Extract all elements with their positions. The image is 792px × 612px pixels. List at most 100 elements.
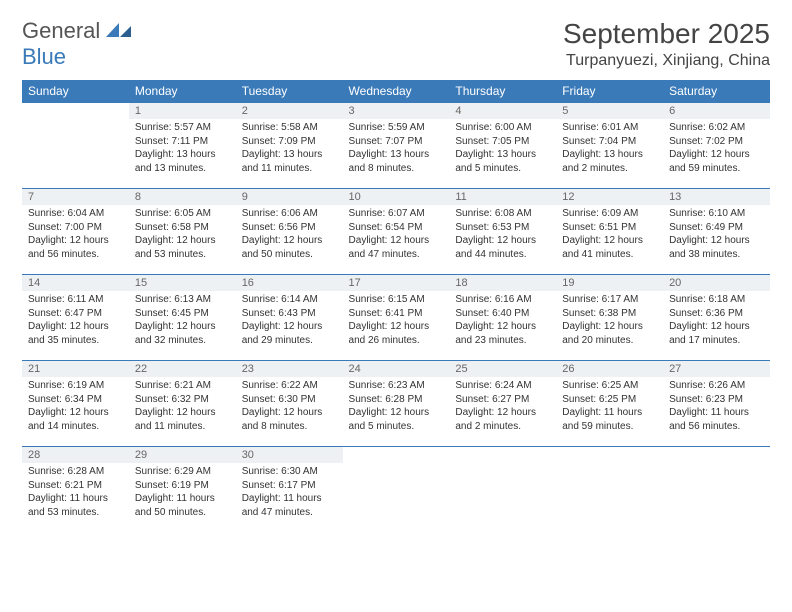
- day-number: 26: [556, 361, 663, 377]
- calendar-cell: 4Sunrise: 6:00 AMSunset: 7:05 PMDaylight…: [449, 103, 556, 189]
- calendar-cell: 2Sunrise: 5:58 AMSunset: 7:09 PMDaylight…: [236, 103, 343, 189]
- title-block: September 2025 Turpanyuezi, Xinjiang, Ch…: [563, 18, 770, 70]
- day-details: Sunrise: 6:07 AMSunset: 6:54 PMDaylight:…: [343, 205, 450, 265]
- day-number: 6: [663, 103, 770, 119]
- day-number: 24: [343, 361, 450, 377]
- calendar-cell: 30Sunrise: 6:30 AMSunset: 6:17 PMDayligh…: [236, 447, 343, 533]
- calendar-cell: 6Sunrise: 6:02 AMSunset: 7:02 PMDaylight…: [663, 103, 770, 189]
- calendar-week-row: 28Sunrise: 6:28 AMSunset: 6:21 PMDayligh…: [22, 447, 770, 533]
- day-details: Sunrise: 6:17 AMSunset: 6:38 PMDaylight:…: [556, 291, 663, 351]
- day-number: 22: [129, 361, 236, 377]
- logo-sail-icon: [106, 20, 132, 38]
- day-number: 21: [22, 361, 129, 377]
- day-details: Sunrise: 6:25 AMSunset: 6:25 PMDaylight:…: [556, 377, 663, 437]
- day-details: Sunrise: 6:23 AMSunset: 6:28 PMDaylight:…: [343, 377, 450, 437]
- day-details: Sunrise: 6:16 AMSunset: 6:40 PMDaylight:…: [449, 291, 556, 351]
- logo-line2: Blue: [22, 44, 66, 69]
- day-number: 14: [22, 275, 129, 291]
- calendar-cell: 27Sunrise: 6:26 AMSunset: 6:23 PMDayligh…: [663, 361, 770, 447]
- day-details: Sunrise: 5:58 AMSunset: 7:09 PMDaylight:…: [236, 119, 343, 179]
- day-details: Sunrise: 6:26 AMSunset: 6:23 PMDaylight:…: [663, 377, 770, 437]
- day-details: Sunrise: 6:06 AMSunset: 6:56 PMDaylight:…: [236, 205, 343, 265]
- day-details: Sunrise: 5:59 AMSunset: 7:07 PMDaylight:…: [343, 119, 450, 179]
- day-number: 16: [236, 275, 343, 291]
- calendar-cell: [663, 447, 770, 533]
- day-number: 12: [556, 189, 663, 205]
- day-number: 17: [343, 275, 450, 291]
- calendar-cell: 1Sunrise: 5:57 AMSunset: 7:11 PMDaylight…: [129, 103, 236, 189]
- calendar-week-row: 21Sunrise: 6:19 AMSunset: 6:34 PMDayligh…: [22, 361, 770, 447]
- day-details: Sunrise: 6:21 AMSunset: 6:32 PMDaylight:…: [129, 377, 236, 437]
- calendar-cell: 18Sunrise: 6:16 AMSunset: 6:40 PMDayligh…: [449, 275, 556, 361]
- day-number: 18: [449, 275, 556, 291]
- day-details: Sunrise: 6:11 AMSunset: 6:47 PMDaylight:…: [22, 291, 129, 351]
- day-details: Sunrise: 6:29 AMSunset: 6:19 PMDaylight:…: [129, 463, 236, 523]
- calendar-cell: [22, 103, 129, 189]
- day-number: 15: [129, 275, 236, 291]
- calendar-cell: 17Sunrise: 6:15 AMSunset: 6:41 PMDayligh…: [343, 275, 450, 361]
- day-number: 30: [236, 447, 343, 463]
- calendar-cell: 3Sunrise: 5:59 AMSunset: 7:07 PMDaylight…: [343, 103, 450, 189]
- calendar-cell: [449, 447, 556, 533]
- calendar-cell: 20Sunrise: 6:18 AMSunset: 6:36 PMDayligh…: [663, 275, 770, 361]
- calendar-cell: 19Sunrise: 6:17 AMSunset: 6:38 PMDayligh…: [556, 275, 663, 361]
- calendar-cell: 10Sunrise: 6:07 AMSunset: 6:54 PMDayligh…: [343, 189, 450, 275]
- calendar-cell: 28Sunrise: 6:28 AMSunset: 6:21 PMDayligh…: [22, 447, 129, 533]
- calendar-cell: 11Sunrise: 6:08 AMSunset: 6:53 PMDayligh…: [449, 189, 556, 275]
- calendar-week-row: 1Sunrise: 5:57 AMSunset: 7:11 PMDaylight…: [22, 103, 770, 189]
- day-details: Sunrise: 6:02 AMSunset: 7:02 PMDaylight:…: [663, 119, 770, 179]
- day-details: Sunrise: 6:08 AMSunset: 6:53 PMDaylight:…: [449, 205, 556, 265]
- day-number: 4: [449, 103, 556, 119]
- calendar-cell: 7Sunrise: 6:04 AMSunset: 7:00 PMDaylight…: [22, 189, 129, 275]
- calendar-cell: 16Sunrise: 6:14 AMSunset: 6:43 PMDayligh…: [236, 275, 343, 361]
- day-details: Sunrise: 6:10 AMSunset: 6:49 PMDaylight:…: [663, 205, 770, 265]
- calendar-cell: 29Sunrise: 6:29 AMSunset: 6:19 PMDayligh…: [129, 447, 236, 533]
- day-details: Sunrise: 6:05 AMSunset: 6:58 PMDaylight:…: [129, 205, 236, 265]
- day-number: 7: [22, 189, 129, 205]
- calendar-cell: 13Sunrise: 6:10 AMSunset: 6:49 PMDayligh…: [663, 189, 770, 275]
- calendar-cell: 26Sunrise: 6:25 AMSunset: 6:25 PMDayligh…: [556, 361, 663, 447]
- day-details: Sunrise: 6:00 AMSunset: 7:05 PMDaylight:…: [449, 119, 556, 179]
- calendar-cell: [556, 447, 663, 533]
- logo: General Blue: [22, 18, 132, 70]
- month-title: September 2025: [563, 18, 770, 50]
- day-number: 2: [236, 103, 343, 119]
- day-details: Sunrise: 6:19 AMSunset: 6:34 PMDaylight:…: [22, 377, 129, 437]
- day-details: Sunrise: 6:15 AMSunset: 6:41 PMDaylight:…: [343, 291, 450, 351]
- weekday-header: Sunday: [22, 80, 129, 103]
- header: General Blue September 2025 Turpanyuezi,…: [22, 18, 770, 70]
- day-details: Sunrise: 6:30 AMSunset: 6:17 PMDaylight:…: [236, 463, 343, 523]
- day-number: 1: [129, 103, 236, 119]
- calendar-cell: 9Sunrise: 6:06 AMSunset: 6:56 PMDaylight…: [236, 189, 343, 275]
- day-number: 19: [556, 275, 663, 291]
- calendar-week-row: 14Sunrise: 6:11 AMSunset: 6:47 PMDayligh…: [22, 275, 770, 361]
- day-details: Sunrise: 6:14 AMSunset: 6:43 PMDaylight:…: [236, 291, 343, 351]
- logo-text: General Blue: [22, 18, 132, 70]
- day-details: Sunrise: 6:09 AMSunset: 6:51 PMDaylight:…: [556, 205, 663, 265]
- calendar-cell: 5Sunrise: 6:01 AMSunset: 7:04 PMDaylight…: [556, 103, 663, 189]
- day-number: 23: [236, 361, 343, 377]
- day-details: Sunrise: 6:18 AMSunset: 6:36 PMDaylight:…: [663, 291, 770, 351]
- day-details: Sunrise: 6:01 AMSunset: 7:04 PMDaylight:…: [556, 119, 663, 179]
- weekday-header: Tuesday: [236, 80, 343, 103]
- day-number: 8: [129, 189, 236, 205]
- day-number: 27: [663, 361, 770, 377]
- calendar-cell: [343, 447, 450, 533]
- calendar-cell: 8Sunrise: 6:05 AMSunset: 6:58 PMDaylight…: [129, 189, 236, 275]
- calendar-cell: 22Sunrise: 6:21 AMSunset: 6:32 PMDayligh…: [129, 361, 236, 447]
- day-details: Sunrise: 5:57 AMSunset: 7:11 PMDaylight:…: [129, 119, 236, 179]
- day-details: Sunrise: 6:04 AMSunset: 7:00 PMDaylight:…: [22, 205, 129, 265]
- day-details: Sunrise: 6:22 AMSunset: 6:30 PMDaylight:…: [236, 377, 343, 437]
- location: Turpanyuezi, Xinjiang, China: [563, 52, 770, 70]
- weekday-header: Saturday: [663, 80, 770, 103]
- calendar-cell: 24Sunrise: 6:23 AMSunset: 6:28 PMDayligh…: [343, 361, 450, 447]
- calendar-body: 1Sunrise: 5:57 AMSunset: 7:11 PMDaylight…: [22, 103, 770, 533]
- weekday-header: Thursday: [449, 80, 556, 103]
- day-number: 3: [343, 103, 450, 119]
- weekday-header-row: SundayMondayTuesdayWednesdayThursdayFrid…: [22, 80, 770, 103]
- calendar-cell: 25Sunrise: 6:24 AMSunset: 6:27 PMDayligh…: [449, 361, 556, 447]
- day-number: 13: [663, 189, 770, 205]
- day-number: 29: [129, 447, 236, 463]
- calendar-week-row: 7Sunrise: 6:04 AMSunset: 7:00 PMDaylight…: [22, 189, 770, 275]
- day-number: 10: [343, 189, 450, 205]
